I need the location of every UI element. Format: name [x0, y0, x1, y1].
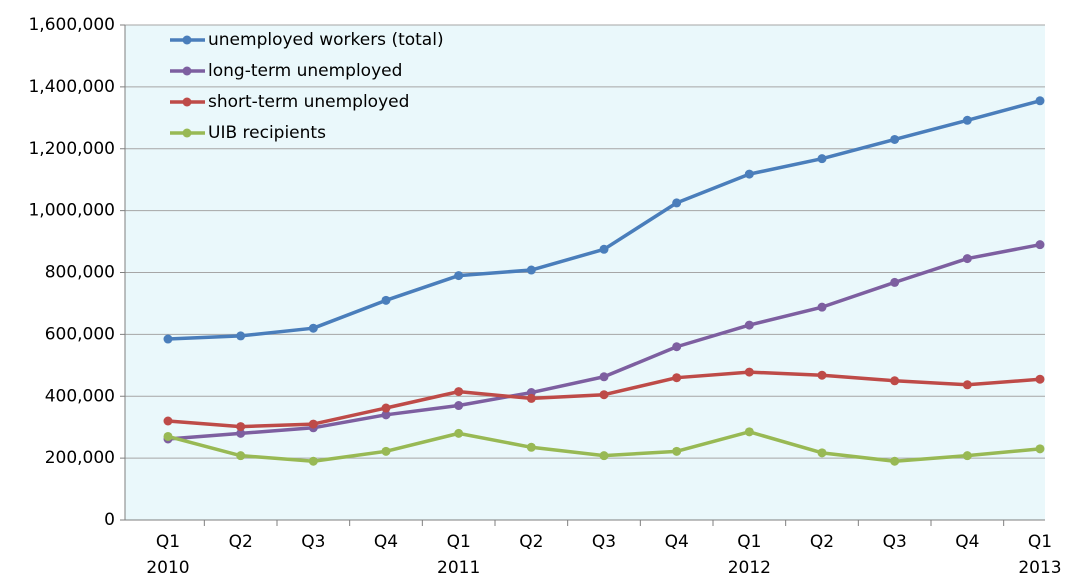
data-point — [817, 302, 827, 312]
y-tick-label: 800,000 — [45, 263, 115, 283]
data-point — [962, 115, 972, 125]
x-year-label: 2012 — [728, 558, 771, 578]
x-tick-label: Q3 — [883, 532, 907, 552]
data-point — [236, 428, 246, 438]
data-point — [163, 416, 173, 426]
legend-label: long-term unemployed — [208, 61, 402, 81]
data-point — [890, 376, 900, 386]
data-point — [672, 446, 682, 456]
data-point — [1035, 444, 1045, 454]
data-point — [308, 456, 318, 466]
y-tick-label: 200,000 — [45, 448, 115, 468]
data-point — [672, 342, 682, 352]
data-point — [381, 295, 391, 305]
data-point — [962, 451, 972, 461]
x-year-label: 2011 — [437, 558, 480, 578]
data-point — [744, 320, 754, 330]
x-tick-label: Q4 — [665, 532, 689, 552]
legend-marker — [182, 35, 192, 45]
data-point — [381, 446, 391, 456]
y-tick-label: 400,000 — [45, 386, 115, 406]
data-point — [308, 419, 318, 429]
data-point — [526, 265, 536, 275]
data-point — [236, 422, 246, 432]
data-point — [817, 154, 827, 164]
x-tick-label: Q2 — [810, 532, 834, 552]
data-point — [381, 410, 391, 420]
data-point — [454, 271, 464, 281]
data-point — [744, 169, 754, 179]
data-point — [1035, 96, 1045, 106]
data-point — [744, 367, 754, 377]
data-point — [599, 451, 609, 461]
data-point — [1035, 374, 1045, 384]
data-point — [672, 198, 682, 208]
x-tick-label: Q4 — [374, 532, 398, 552]
legend-marker — [182, 97, 192, 107]
y-tick-label: 600,000 — [45, 324, 115, 344]
legend-marker — [182, 66, 192, 76]
data-point — [599, 244, 609, 254]
x-year-label: 2013 — [1018, 558, 1061, 578]
x-tick-label: Q1 — [156, 532, 180, 552]
legend-label: short-term unemployed — [208, 92, 409, 112]
data-point — [236, 451, 246, 461]
data-point — [236, 331, 246, 341]
legend-marker — [182, 128, 192, 138]
data-point — [163, 431, 173, 441]
x-tick-label: Q2 — [229, 532, 253, 552]
y-tick-label: 1,000,000 — [28, 201, 115, 221]
y-tick-label: 0 — [104, 510, 115, 530]
data-point — [1035, 240, 1045, 250]
data-point — [890, 134, 900, 144]
data-point — [526, 393, 536, 403]
data-point — [454, 387, 464, 397]
x-tick-label: Q1 — [447, 532, 471, 552]
y-tick-label: 1,200,000 — [28, 139, 115, 159]
x-tick-label: Q1 — [737, 532, 761, 552]
data-point — [672, 373, 682, 383]
legend-label: UIB recipients — [208, 123, 326, 143]
data-point — [599, 372, 609, 382]
x-tick-label: Q4 — [955, 532, 979, 552]
data-point — [381, 403, 391, 413]
data-point — [163, 334, 173, 344]
x-tick-label: Q2 — [519, 532, 543, 552]
x-year-label: 2010 — [146, 558, 189, 578]
x-tick-label: Q3 — [301, 532, 325, 552]
data-point — [817, 448, 827, 458]
x-tick-label: Q3 — [592, 532, 616, 552]
data-point — [599, 390, 609, 400]
data-point — [308, 323, 318, 333]
data-point — [962, 380, 972, 390]
data-point — [454, 428, 464, 438]
y-tick-label: 1,400,000 — [28, 77, 115, 97]
data-point — [454, 401, 464, 411]
x-tick-label: Q1 — [1028, 532, 1052, 552]
data-point — [744, 427, 754, 437]
data-point — [962, 254, 972, 264]
data-point — [890, 456, 900, 466]
y-tick-label: 1,600,000 — [28, 15, 115, 35]
data-point — [890, 277, 900, 287]
data-point — [526, 442, 536, 452]
data-point — [817, 370, 827, 380]
legend-label: unemployed workers (total) — [208, 30, 444, 50]
